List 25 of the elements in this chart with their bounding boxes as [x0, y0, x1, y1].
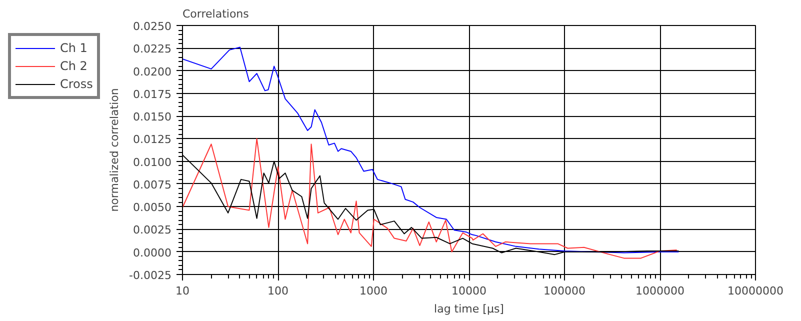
y-tick-label: 0.0150 [133, 110, 172, 124]
y-tick-label: 0.0250 [133, 20, 172, 33]
y-tick-label: 0.0125 [133, 133, 172, 146]
legend-label: Cross [60, 76, 93, 92]
x-tick-label: 100000 [544, 284, 586, 298]
x-tick-label: 100 [268, 284, 288, 298]
y-tick-label: 0.0075 [133, 178, 172, 192]
y-tick-label: 0.0100 [133, 156, 172, 169]
y-tick-label: -0.0025 [129, 269, 172, 282]
y-tick-label: 0.0000 [133, 246, 172, 260]
legend-label: Ch 2 [60, 58, 88, 74]
y-tick-label: 0.0175 [133, 88, 172, 101]
x-tick-label: 1000000 [636, 284, 685, 298]
x-tick-label: 10000000 [728, 284, 784, 298]
x-tick-label: 10 [176, 284, 190, 298]
y-tick-label: 0.0050 [133, 201, 172, 214]
legend-label: Ch 1 [60, 40, 88, 56]
x-tick-label: 1000 [360, 284, 388, 298]
y-axis-title: normalized correlation [108, 88, 122, 212]
x-tick-label: 10000 [452, 284, 487, 298]
y-tick-label: 0.0025 [133, 224, 172, 237]
y-tick-label: 0.0200 [133, 65, 172, 78]
chart-title: Correlations [182, 8, 250, 20]
y-tick-label: 0.0225 [133, 42, 172, 56]
x-axis-title: lag time [µs] [434, 302, 504, 316]
